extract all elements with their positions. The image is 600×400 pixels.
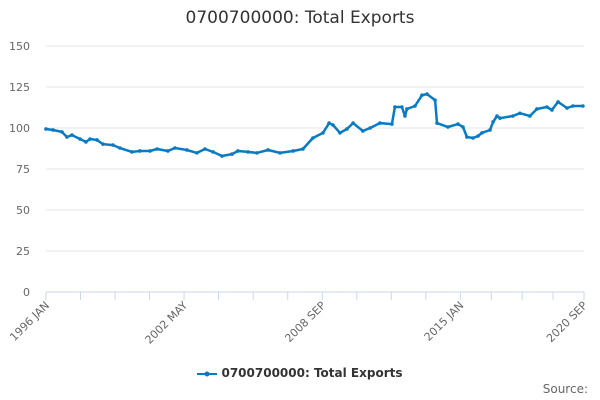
data-point bbox=[405, 107, 409, 111]
y-tick-label: 0 bbox=[23, 286, 30, 299]
data-point bbox=[195, 151, 199, 155]
data-point bbox=[185, 148, 189, 152]
data-point bbox=[203, 147, 207, 151]
data-point bbox=[400, 105, 404, 109]
y-tick-label: 150 bbox=[9, 40, 30, 53]
data-point bbox=[345, 127, 349, 131]
data-point bbox=[433, 98, 437, 102]
data-point bbox=[498, 116, 502, 120]
data-point bbox=[390, 122, 394, 126]
data-point bbox=[403, 114, 407, 118]
data-point bbox=[118, 146, 122, 150]
data-point bbox=[220, 154, 224, 158]
series-line bbox=[45, 92, 583, 158]
data-point bbox=[327, 121, 331, 125]
data-point bbox=[456, 122, 460, 126]
data-point bbox=[465, 135, 469, 139]
data-point bbox=[331, 123, 335, 127]
data-point bbox=[338, 131, 342, 135]
data-point bbox=[278, 151, 282, 155]
data-point bbox=[255, 151, 259, 155]
data-point bbox=[51, 128, 55, 132]
data-point bbox=[368, 126, 372, 130]
data-point bbox=[301, 147, 305, 151]
data-point bbox=[44, 127, 48, 131]
data-point bbox=[535, 107, 539, 111]
data-point bbox=[211, 150, 215, 154]
y-tick-label: 75 bbox=[16, 163, 30, 176]
data-point bbox=[95, 138, 99, 142]
legend-item[interactable]: 0700700000: Total Exports bbox=[0, 366, 600, 380]
data-point bbox=[518, 111, 522, 116]
data-point bbox=[511, 114, 515, 118]
data-point bbox=[311, 136, 315, 140]
source-label: Source: bbox=[542, 382, 588, 396]
data-point bbox=[266, 148, 270, 152]
legend-line-icon bbox=[197, 371, 218, 376]
data-point bbox=[446, 125, 450, 129]
data-point bbox=[155, 147, 159, 151]
data-point bbox=[495, 114, 499, 118]
y-tick-label: 50 bbox=[16, 204, 30, 217]
data-point bbox=[236, 149, 240, 153]
data-point bbox=[550, 108, 554, 112]
data-point bbox=[101, 142, 105, 146]
data-point bbox=[138, 149, 142, 153]
data-point bbox=[413, 104, 417, 108]
data-point bbox=[488, 128, 492, 132]
x-tick-label: 2002 MAY bbox=[143, 299, 191, 347]
data-point bbox=[491, 120, 495, 124]
data-point bbox=[556, 100, 560, 104]
data-point bbox=[528, 114, 532, 118]
data-point bbox=[70, 133, 74, 137]
data-point bbox=[65, 135, 69, 139]
data-point bbox=[361, 129, 365, 133]
data-point bbox=[461, 125, 465, 129]
data-point bbox=[393, 105, 397, 109]
data-point bbox=[480, 131, 484, 135]
x-tick-label: 1996 JAN bbox=[7, 299, 52, 344]
data-point bbox=[148, 149, 152, 153]
data-point bbox=[84, 140, 88, 144]
data-point bbox=[291, 149, 295, 153]
data-point bbox=[476, 134, 480, 138]
y-tick-label: 125 bbox=[9, 81, 30, 94]
data-point bbox=[545, 105, 549, 109]
data-point bbox=[581, 104, 585, 108]
data-point bbox=[471, 136, 475, 140]
x-tick-label: 2015 JAN bbox=[422, 299, 467, 344]
data-point bbox=[130, 150, 134, 154]
data-point bbox=[78, 137, 82, 141]
chart-title: 0700700000: Total Exports bbox=[185, 8, 415, 28]
data-point bbox=[173, 146, 177, 150]
data-point bbox=[88, 137, 92, 141]
x-tick-label: 2008 SEP bbox=[282, 299, 328, 345]
data-point bbox=[351, 121, 355, 125]
y-tick-label: 25 bbox=[16, 245, 30, 258]
data-point bbox=[571, 104, 575, 108]
data-point bbox=[166, 149, 170, 153]
data-point bbox=[565, 106, 569, 110]
data-point bbox=[230, 152, 234, 156]
legend-label: 0700700000: Total Exports bbox=[221, 366, 403, 380]
data-point bbox=[111, 143, 115, 147]
data-point bbox=[321, 131, 325, 135]
data-point bbox=[420, 93, 424, 97]
y-tick-label: 100 bbox=[9, 122, 30, 135]
x-tick-label: 2020 SEP bbox=[544, 299, 590, 345]
data-point bbox=[378, 121, 382, 125]
data-point bbox=[435, 121, 439, 125]
data-point bbox=[60, 130, 64, 134]
data-point bbox=[246, 150, 250, 154]
data-point bbox=[425, 92, 429, 96]
